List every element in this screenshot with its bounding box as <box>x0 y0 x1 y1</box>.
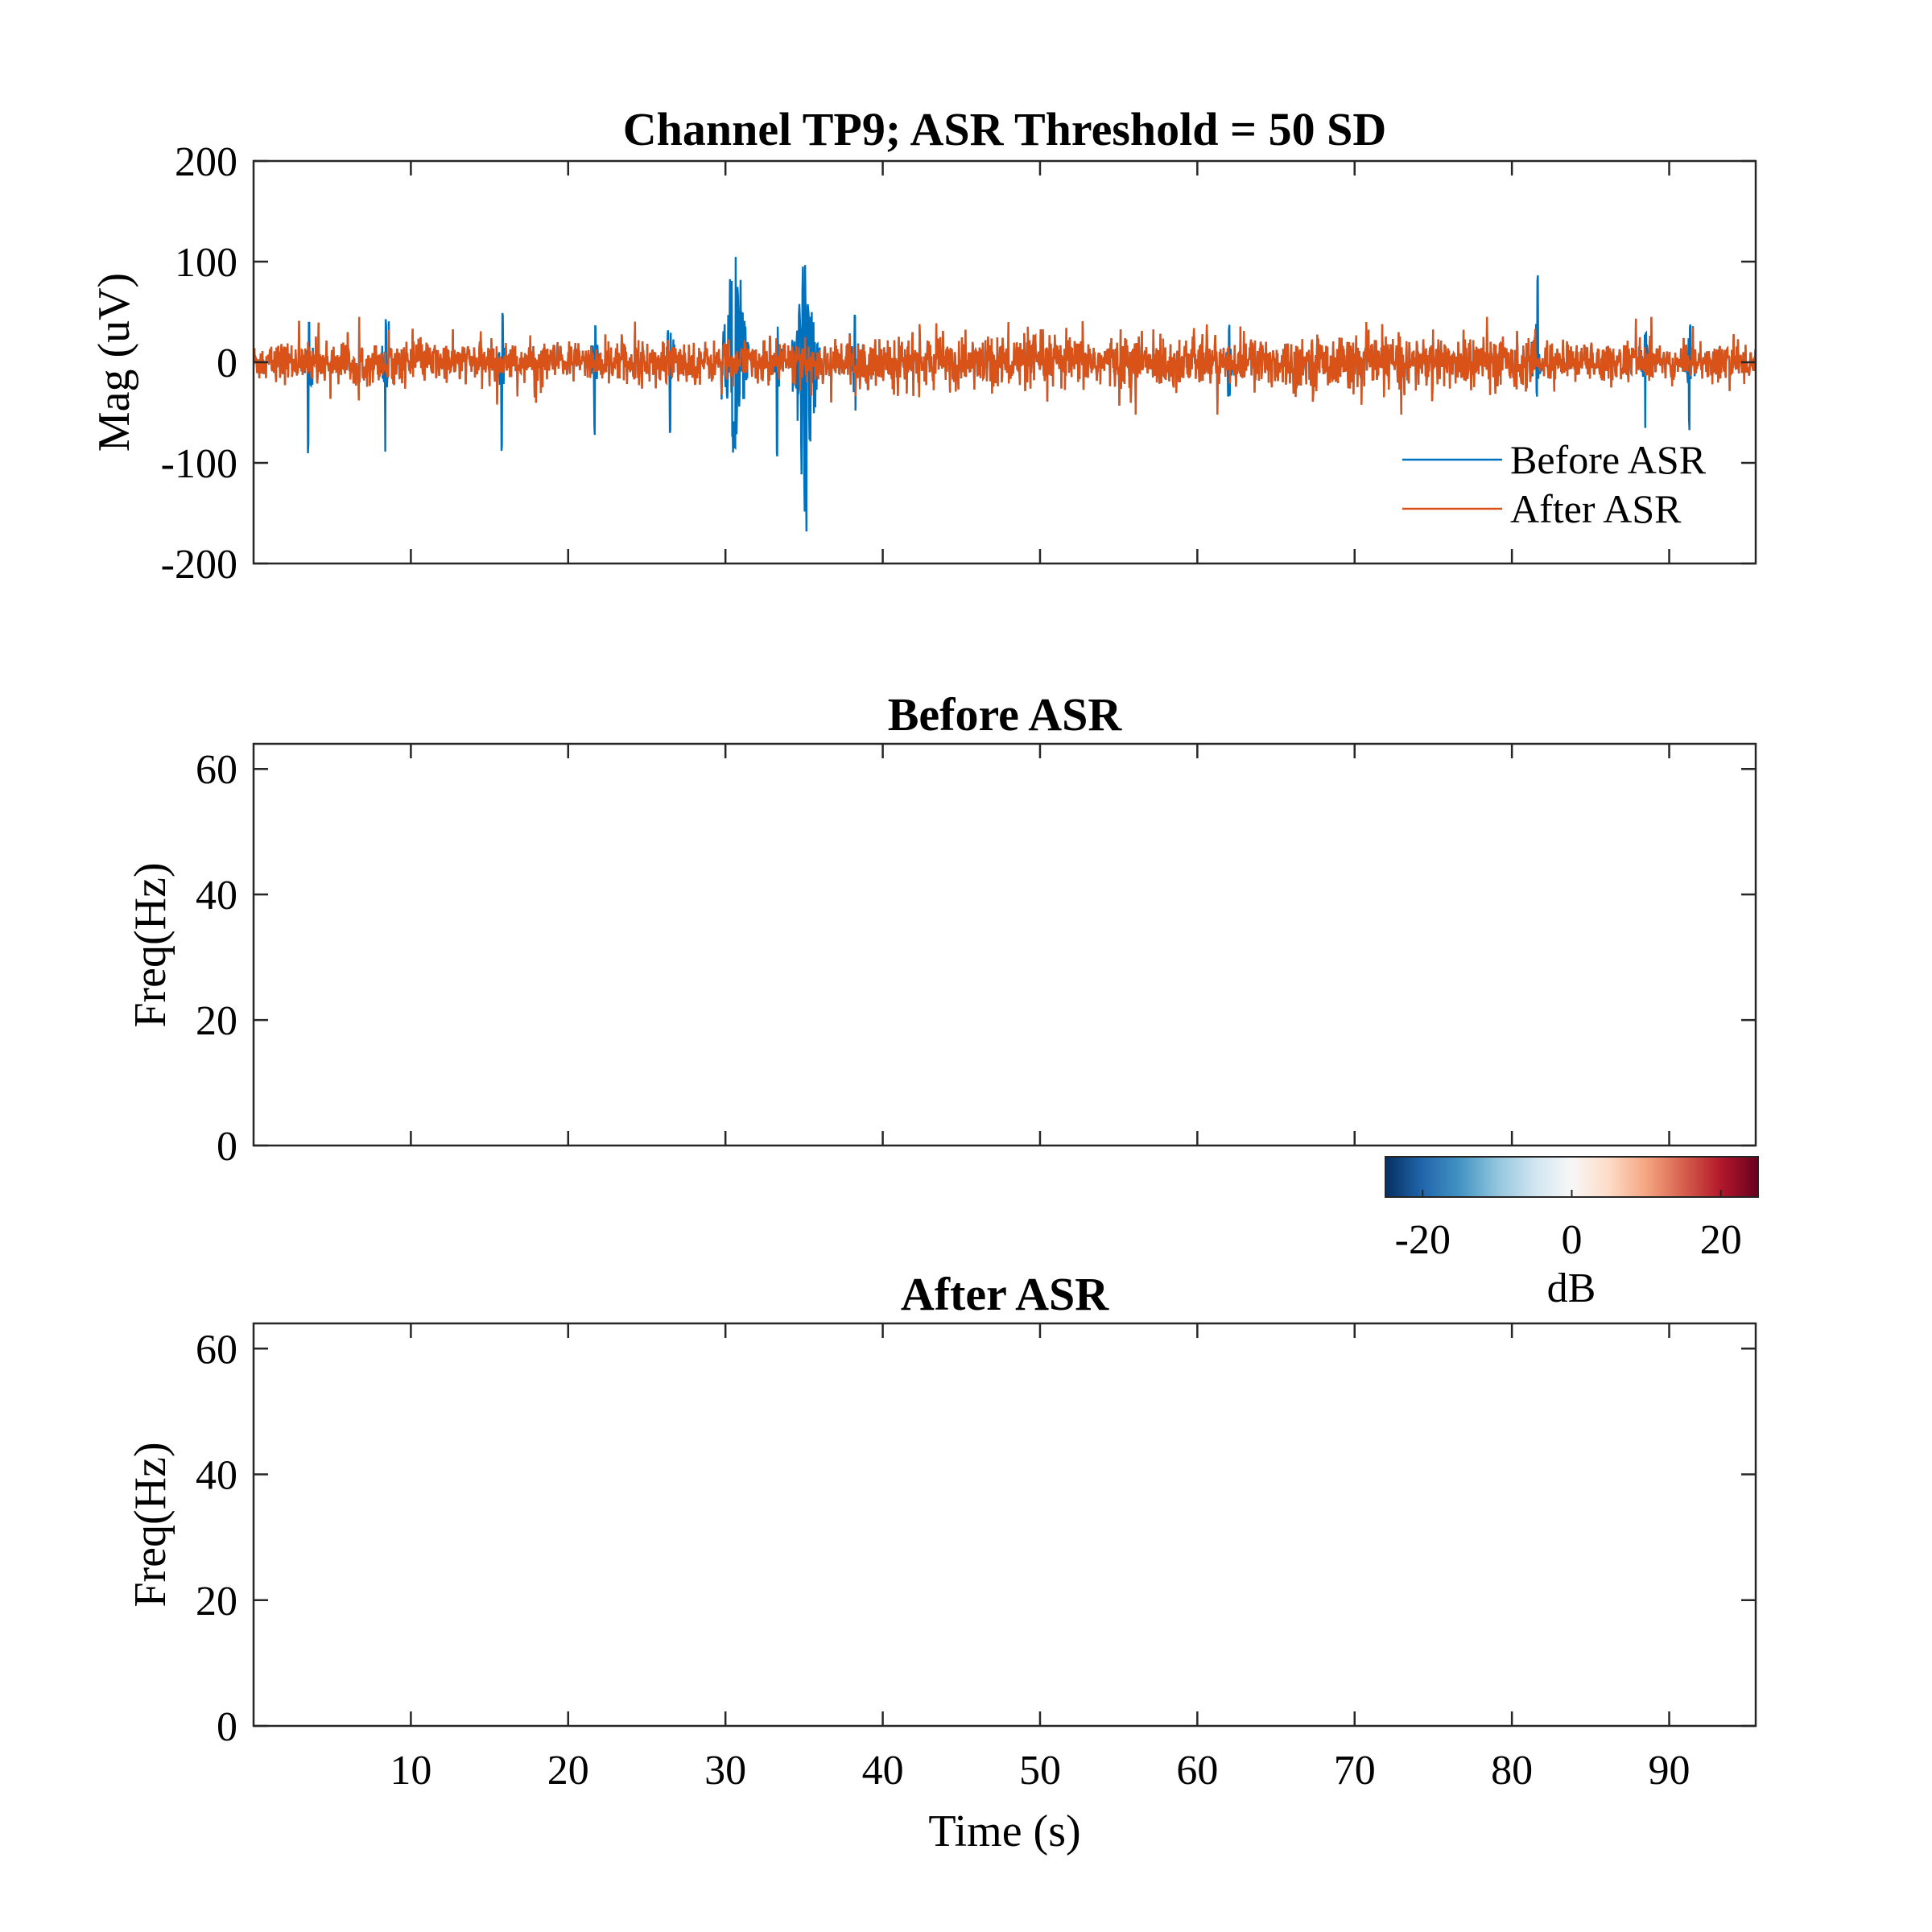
ytick-label: 0 <box>217 1124 237 1170</box>
spectrogram-before-xticks <box>410 744 1670 1146</box>
colorbar-label: dB <box>1547 1265 1596 1311</box>
colorbar-ticks: -20 0 20 <box>1395 1190 1742 1263</box>
ytick-label: 20 <box>196 998 237 1044</box>
xtick-label: 40 <box>862 1748 904 1794</box>
spectrogram-after-xticks: 10 20 30 40 50 60 70 80 90 <box>390 1323 1690 1794</box>
colorbar-tick-label: 0 <box>1562 1217 1583 1263</box>
colorbar-tick-label: -20 <box>1395 1217 1451 1263</box>
spectrogram-before-title: Before ASR <box>888 688 1123 741</box>
xtick-label: 10 <box>390 1748 431 1794</box>
xtick-label: 90 <box>1649 1748 1690 1794</box>
timeseries-lines <box>254 257 1756 532</box>
xtick-label: 70 <box>1334 1748 1376 1794</box>
timeseries-xticks <box>410 161 1670 564</box>
ytick-label: 40 <box>196 1453 237 1499</box>
ytick-label: -200 <box>161 542 237 588</box>
spectrogram-after-ylabel: Freq(Hz) <box>126 1442 175 1607</box>
spectrogram-after-axes: After ASR 0 20 40 60 10 20 30 40 50 60 70 80 90 Fre… <box>126 1268 1757 1856</box>
ytick-label: 0 <box>217 341 237 386</box>
timeseries-yticks: -200 -100 0 100 200 <box>161 139 1756 588</box>
ytick-label: 60 <box>196 1327 237 1373</box>
spectrogram-after-xlabel: Time (s) <box>928 1806 1080 1856</box>
ytick-label: -100 <box>161 441 237 487</box>
xtick-label: 50 <box>1019 1748 1061 1794</box>
legend-label-after: After ASR <box>1510 486 1682 531</box>
ytick-label: 200 <box>175 139 237 185</box>
spectrogram-after-frame <box>252 1322 1757 1728</box>
spectrogram-before-axes: Before ASR 0 20 40 60 Freq(Hz) <box>126 688 1757 1170</box>
spectrogram-after-title: After ASR <box>901 1268 1109 1320</box>
spectrogram-before-yticks: 0 20 40 60 <box>196 747 1756 1170</box>
timeseries-ylabel: Mag (uV) <box>89 273 139 452</box>
xtick-label: 30 <box>704 1748 746 1794</box>
colorbar: -20 0 20 dB <box>1385 1156 1759 1311</box>
timeseries-axes: Channel TP9; ASR Threshold = 50 SD -200-… <box>89 103 1757 588</box>
series-line-after-asr <box>254 316 1756 415</box>
legend-label-before: Before ASR <box>1510 437 1707 482</box>
ytick-label: 0 <box>217 1704 237 1750</box>
spectrogram-after-yticks: 0 20 40 60 <box>196 1327 1756 1750</box>
spectrogram-before-frame <box>252 742 1757 1147</box>
ytick-label: 60 <box>196 747 237 793</box>
xtick-label: 80 <box>1491 1748 1533 1794</box>
colorbar-tick-label: 20 <box>1700 1217 1742 1263</box>
ytick-label: 20 <box>196 1579 237 1624</box>
spectrogram-before-ylabel: Freq(Hz) <box>126 862 175 1027</box>
ytick-label: 40 <box>196 873 237 919</box>
legend: Before ASR After ASR <box>1402 437 1707 531</box>
timeseries-title: Channel TP9; ASR Threshold = 50 SD <box>623 103 1386 155</box>
xtick-label: 60 <box>1176 1748 1218 1794</box>
xtick-label: 20 <box>547 1748 589 1794</box>
ytick-label: 100 <box>175 240 237 286</box>
